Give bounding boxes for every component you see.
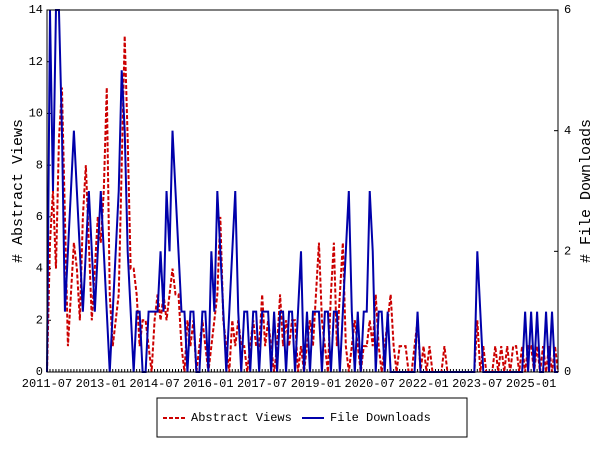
y2-tick-label: 4 bbox=[564, 124, 571, 138]
y2-axis-label: # File Downloads bbox=[578, 119, 595, 263]
x-tick-label: 2014-07 bbox=[129, 377, 179, 391]
legend-label: File Downloads bbox=[330, 411, 431, 425]
y2-tick-label: 2 bbox=[564, 245, 571, 259]
legend-label: Abstract Views bbox=[191, 411, 292, 425]
x-tick-label: 2022-01 bbox=[398, 377, 448, 391]
x-tick-label: 2019-01 bbox=[291, 377, 341, 391]
y-tick-label: 2 bbox=[36, 313, 43, 327]
y-tick-label: 14 bbox=[29, 3, 43, 17]
x-tick-label: 2025-01 bbox=[506, 377, 556, 391]
x-tick-label: 2020-07 bbox=[345, 377, 395, 391]
y-tick-label: 0 bbox=[36, 365, 43, 379]
x-tick-label: 2023-07 bbox=[452, 377, 502, 391]
y2-tick-label: 0 bbox=[564, 365, 571, 379]
y-tick-label: 10 bbox=[29, 107, 43, 121]
x-tick-label: 2016-01 bbox=[183, 377, 233, 391]
x-tick-label: 2011-07 bbox=[22, 377, 72, 391]
y-axis-label: # Abstract Views bbox=[10, 119, 27, 263]
y-tick-label: 6 bbox=[36, 210, 43, 224]
plot-frame bbox=[46, 9, 559, 373]
x-tick-label: 2013-01 bbox=[76, 377, 126, 391]
y-tick-label: 12 bbox=[29, 55, 43, 69]
y2-tick-label: 6 bbox=[564, 3, 571, 17]
x-tick-label: 2017-07 bbox=[237, 377, 287, 391]
y-tick-label: 4 bbox=[36, 262, 43, 276]
y-tick-label: 8 bbox=[36, 158, 43, 172]
